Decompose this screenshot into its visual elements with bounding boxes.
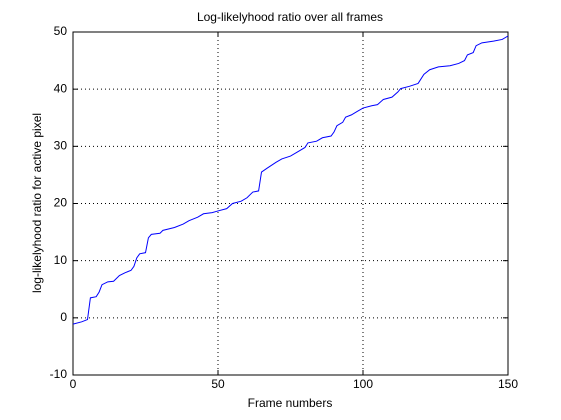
y-tick-label: -10 [50, 367, 68, 381]
y-tick-label: 30 [54, 139, 68, 153]
y-tick-label: 10 [54, 253, 68, 267]
data-line [72, 35, 509, 325]
plot-frame [72, 31, 509, 376]
chart-title: Log-likelyhood ratio over all frames [197, 10, 383, 24]
y-axis-label: log-likelyhood ratio for active pixel [30, 113, 44, 293]
y-tick-label: 0 [60, 310, 67, 324]
x-tick-label: 100 [353, 377, 373, 391]
y-tick-label: 50 [54, 24, 68, 38]
x-tick-label: 150 [498, 377, 518, 391]
x-axis-label: Frame numbers [248, 396, 333, 410]
y-tick-label: 20 [54, 196, 68, 210]
y-tick-label: 40 [54, 81, 68, 95]
x-tick-label: 0 [70, 377, 77, 391]
x-tick-label: 50 [211, 377, 225, 391]
